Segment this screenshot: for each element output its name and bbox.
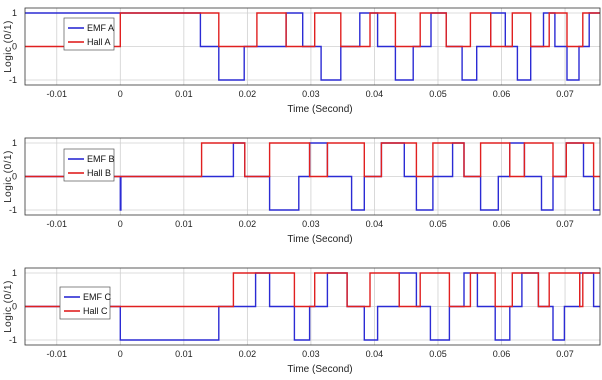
x-tick-label: 0.06	[493, 219, 511, 229]
x-tick-label: 0.07	[556, 219, 574, 229]
x-tick-label: 0.07	[556, 349, 574, 359]
x-tick-label: 0	[118, 349, 123, 359]
y-tick-label: 0	[12, 172, 17, 182]
x-tick-label: 0.01	[175, 219, 193, 229]
legend-label: EMF C	[83, 292, 111, 302]
y-tick-label: -1	[9, 75, 17, 85]
x-axis-title: Time (Second)	[287, 364, 352, 375]
x-tick-label: 0.07	[556, 89, 574, 99]
y-tick-label: 0	[12, 302, 17, 312]
y-tick-label: 0	[12, 42, 17, 52]
x-tick-label: 0	[118, 219, 123, 229]
series-line-hall-a	[25, 12, 600, 48]
x-tick-label: 0.04	[366, 219, 384, 229]
chart-panel-1: -0.01 0 0.01 0.02 0.03 0.04 0.05 0.06 0.07 -1 0 1 Ti…	[3, 7, 601, 115]
legend-label: Hall C	[83, 306, 108, 316]
x-tick-label: 0.01	[175, 349, 193, 359]
y-tick-label: -1	[9, 205, 17, 215]
x-tick-label: 0.06	[493, 89, 511, 99]
legend: EMF C Hall C	[59, 286, 111, 320]
x-tick-label: 0.05	[429, 219, 447, 229]
y-tick-label: 1	[12, 138, 17, 148]
x-axis-title: Time (Second)	[287, 104, 352, 115]
x-axis-title: Time (Second)	[287, 234, 352, 245]
x-tick-label: 0.02	[239, 89, 257, 99]
y-tick-label: 1	[12, 8, 17, 18]
legend-box	[63, 17, 115, 51]
chart-panel-3: -0.01 0 0.01 0.02 0.03 0.04 0.05 0.06 0.07 -1 0 1 Ti…	[3, 267, 601, 375]
x-tick-label: 0	[118, 89, 123, 99]
legend: EMF B Hall B	[63, 148, 115, 182]
y-tick-label: -1	[9, 335, 17, 345]
y-axis-title: Logic (0/1)	[3, 20, 14, 73]
x-tick-label: 0.02	[239, 349, 257, 359]
axes-frame	[24, 267, 601, 346]
series-line-emf-c	[25, 272, 600, 341]
x-tick-label: 0.05	[429, 349, 447, 359]
x-tick-label: 0.03	[302, 219, 320, 229]
x-tick-label: 0.06	[493, 349, 511, 359]
y-axis-title: Logic (0/1)	[3, 280, 14, 333]
legend: EMF A Hall A	[63, 17, 115, 51]
series-line-hall-c	[25, 272, 600, 308]
axes-frame	[24, 137, 601, 216]
series-line-hall-b	[25, 142, 600, 178]
legend-box	[63, 148, 115, 182]
axes-frame	[24, 7, 601, 86]
x-tick-label: -0.01	[47, 89, 68, 99]
x-tick-label: 0.04	[366, 349, 384, 359]
legend-label: EMF A	[87, 23, 114, 33]
chart-panel-2: -0.01 0 0.01 0.02 0.03 0.04 0.05 0.06 0.07 -1 0 1 Ti…	[3, 137, 601, 245]
x-tick-label: 0.03	[302, 89, 320, 99]
x-tick-label: 0.03	[302, 349, 320, 359]
x-tick-label: 0.04	[366, 89, 384, 99]
legend-label: Hall B	[87, 168, 111, 178]
x-tick-label: 0.05	[429, 89, 447, 99]
legend-box	[59, 286, 111, 320]
legend-label: EMF B	[87, 154, 115, 164]
x-tick-label: 0.02	[239, 219, 257, 229]
x-tick-label: -0.01	[47, 219, 68, 229]
x-tick-label: -0.01	[47, 349, 68, 359]
y-axis-title: Logic (0/1)	[3, 150, 14, 203]
x-tick-label: 0.01	[175, 89, 193, 99]
legend-label: Hall A	[87, 37, 111, 47]
y-tick-label: 1	[12, 268, 17, 278]
